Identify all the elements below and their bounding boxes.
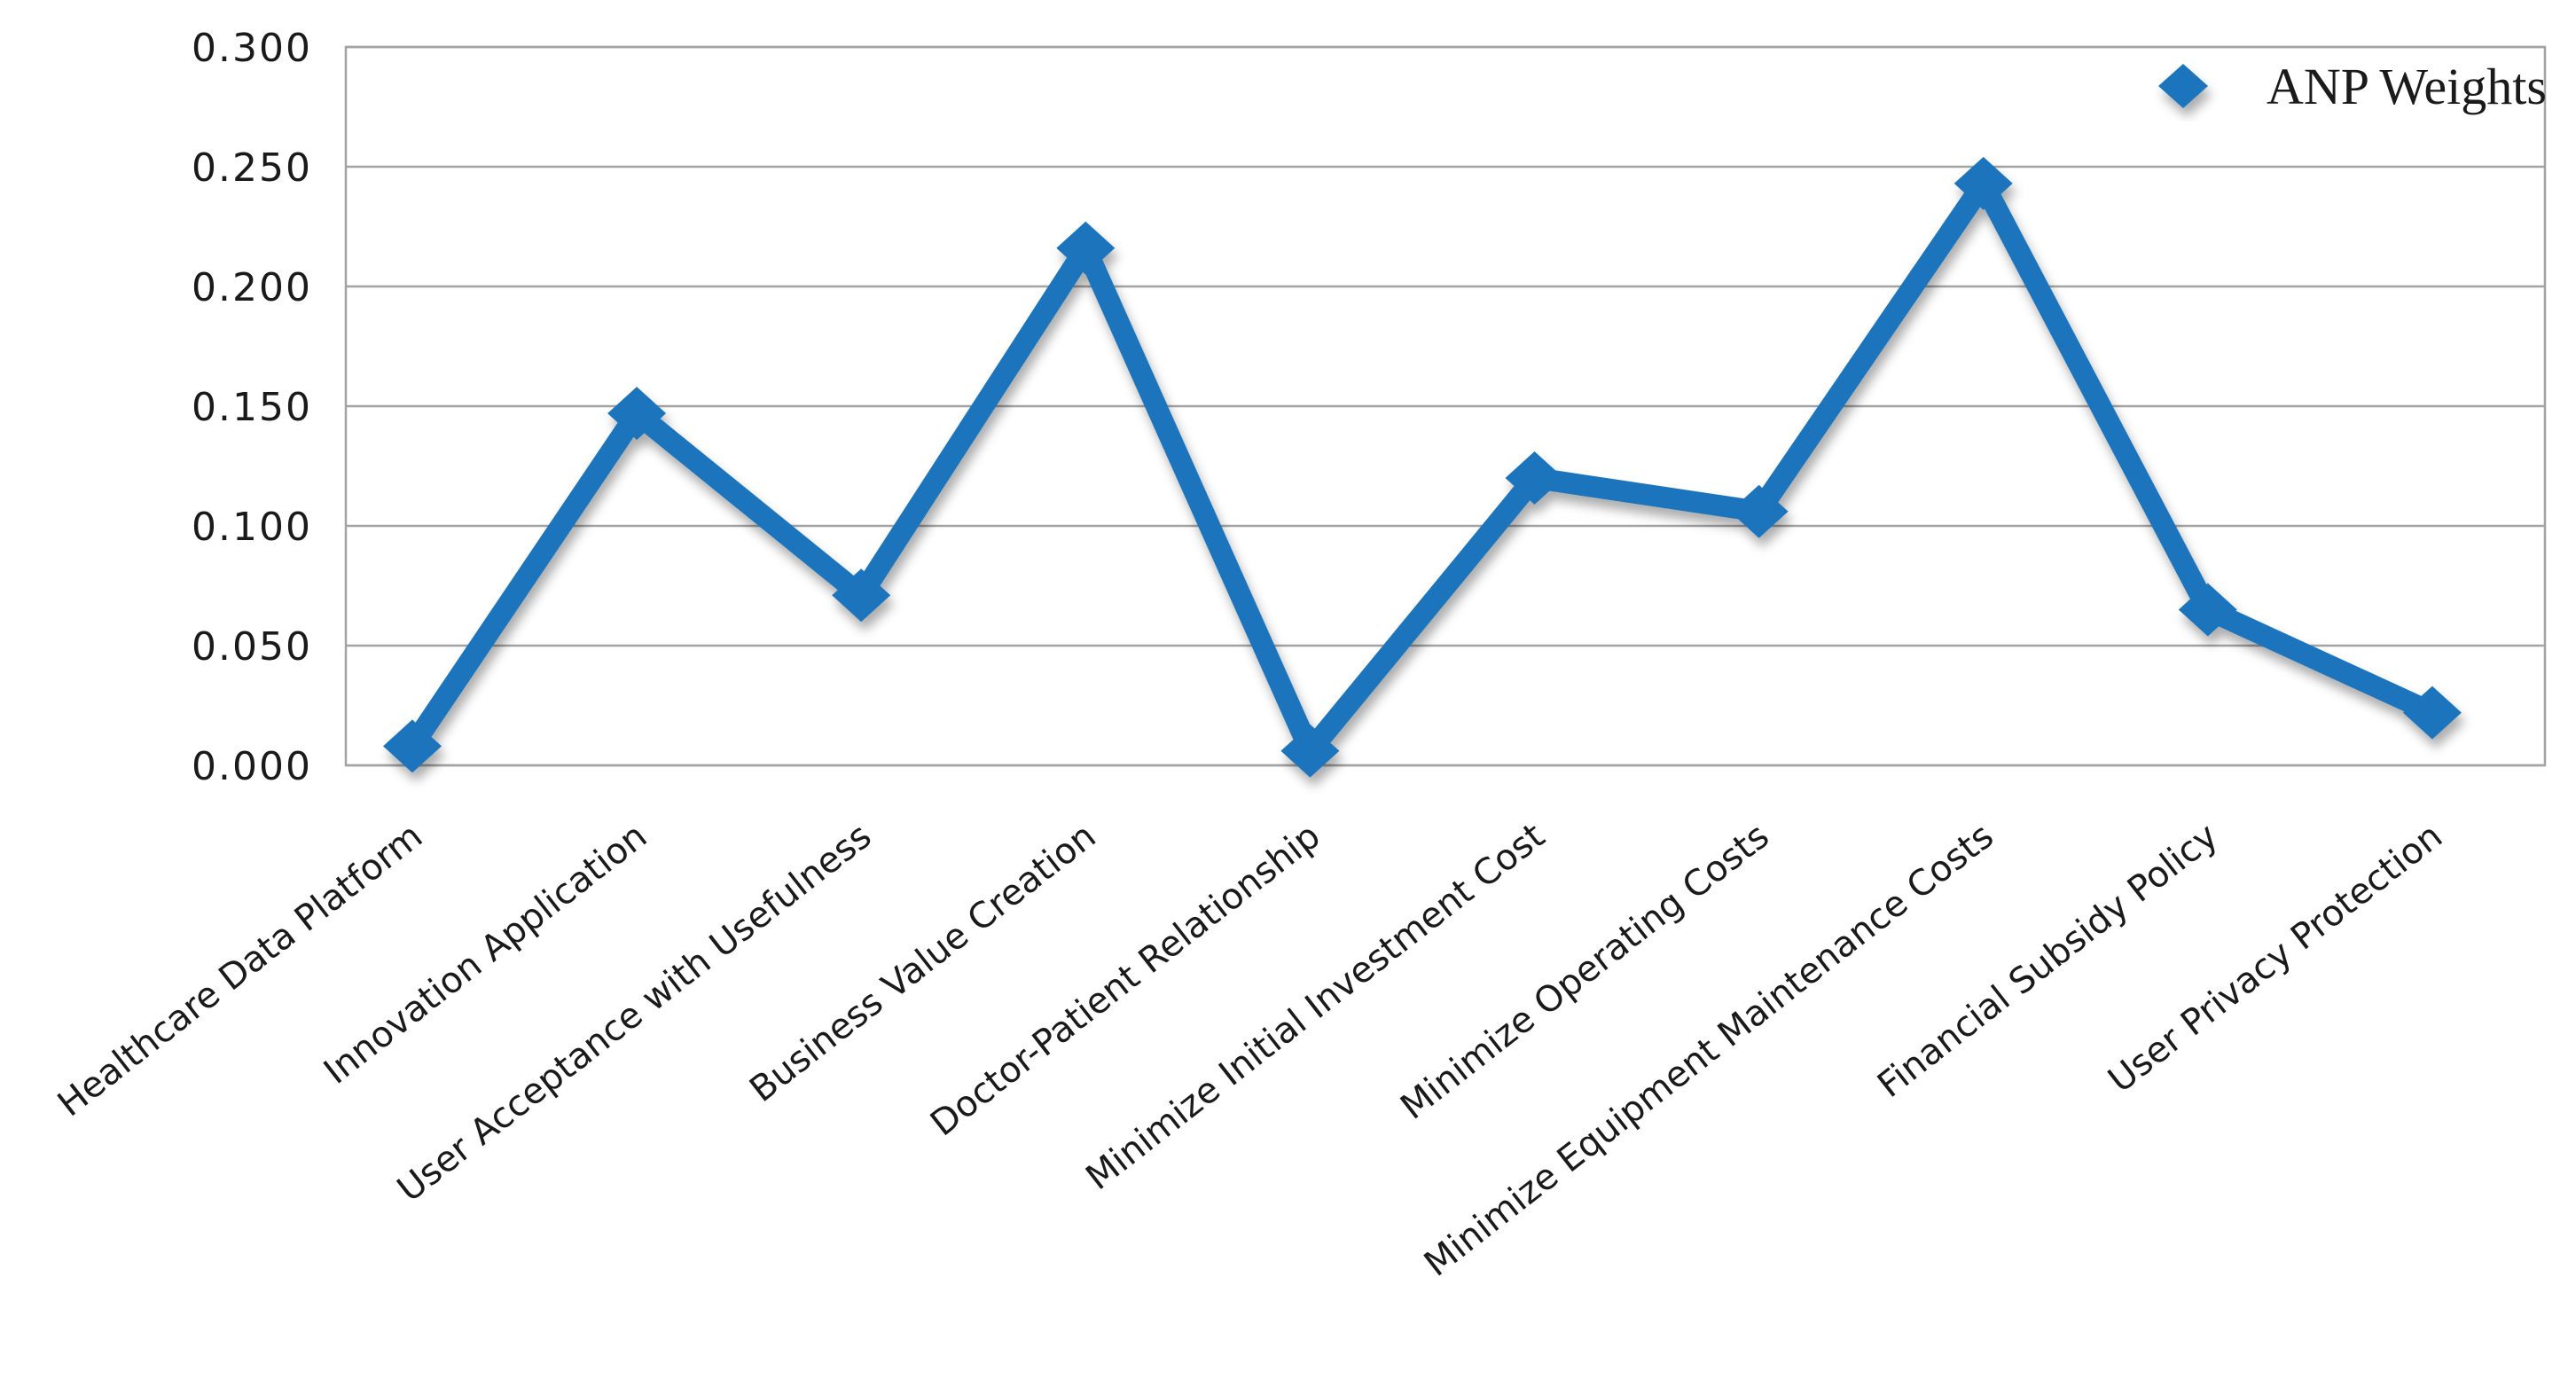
y-tick-label: 0.200 xyxy=(192,265,312,310)
data-point-marker xyxy=(2402,686,2462,740)
y-tick-label: 0.150 xyxy=(192,385,312,430)
data-point-marker xyxy=(1729,484,1789,538)
x-category-label: Doctor-Patient Relationship xyxy=(923,816,1327,1145)
legend: ANP Weights xyxy=(2103,58,2547,115)
data-point-marker xyxy=(383,719,442,773)
data-point-marker xyxy=(2178,583,2237,637)
plot-border xyxy=(344,45,2547,767)
x-category-label: Minimize Operating Costs xyxy=(1393,816,1777,1128)
y-tick-label: 0.050 xyxy=(192,624,312,670)
data-point-marker xyxy=(1056,221,1116,275)
legend-diamond-icon xyxy=(2158,64,2208,108)
x-category-label: User Acceptance with Usefulness xyxy=(390,816,879,1211)
x-category-label: Healthcare Data Platform xyxy=(51,816,430,1125)
legend-label: ANP Weights xyxy=(2267,58,2547,115)
data-point-marker xyxy=(832,568,891,623)
data-point-marker xyxy=(1280,724,1340,778)
anp-weights-line xyxy=(402,172,2443,762)
data-point-marker xyxy=(607,387,667,441)
y-tick-label: 0.250 xyxy=(192,145,312,191)
data-point-marker xyxy=(1954,156,2013,210)
y-tick-label: 0.300 xyxy=(192,26,312,71)
data-point-marker xyxy=(1505,451,1564,505)
series-anp-weights xyxy=(383,156,2462,778)
y-tick-label: 0.000 xyxy=(192,744,312,789)
x-category-label: Minimize Initial Investment Cost xyxy=(1078,816,1552,1199)
y-tick-label: 0.100 xyxy=(192,505,312,550)
